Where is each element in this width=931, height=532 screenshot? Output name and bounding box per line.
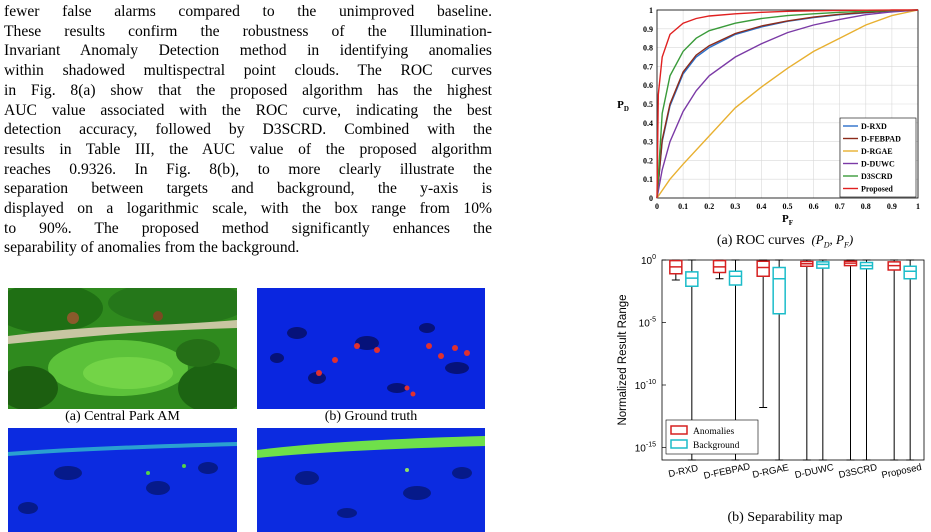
legend-label: D-RGAE xyxy=(861,147,893,156)
central-park-image xyxy=(8,288,237,409)
body-paragraph: fewer false alarms compared to the unimp… xyxy=(4,2,492,258)
y-tick-label: 0.8 xyxy=(643,44,653,53)
y-tick-label: 0.3 xyxy=(643,138,653,147)
fig7-caption-b: (b) Ground truth xyxy=(324,409,418,424)
box-anomalies xyxy=(756,260,770,277)
box-background xyxy=(728,270,743,286)
category-label: D-RXD xyxy=(667,463,699,480)
category-label: D-FEBPAD xyxy=(703,461,752,482)
aerial-photo xyxy=(8,288,237,409)
body-line: in Fig. 8(a) show that the proposed algo… xyxy=(4,81,492,99)
y-tick-exp: -15 xyxy=(646,442,656,449)
ground-truth-image xyxy=(257,288,485,409)
category-label: Proposed xyxy=(881,462,923,481)
separability-chart: 100 10-5 10-10 10-15 Normalized Result Range… xyxy=(617,254,925,482)
detection-map-right xyxy=(257,428,485,532)
y-tick-exp: -5 xyxy=(650,317,656,324)
x-tick-label: 0.6 xyxy=(809,202,819,211)
y-tick-label: 10-15 xyxy=(635,442,656,455)
y-tick-label: 0.6 xyxy=(643,81,653,90)
x-tick-label: 0.8 xyxy=(861,202,871,211)
y-tick-label: 10-5 xyxy=(639,317,656,330)
roc-curve-d-duwc xyxy=(656,9,919,199)
x-tick-label: 0.4 xyxy=(756,202,766,211)
body-line: These results confirm the robustness of … xyxy=(4,22,492,40)
body-line: fewer false alarms compared to the unimp… xyxy=(4,3,492,20)
y-tick-exp: 0 xyxy=(652,254,656,261)
y-axis-label: Normalized Result Range xyxy=(617,294,629,425)
y-tick-label: 0.2 xyxy=(643,156,653,165)
fig8-caption-b: (b) Separability map xyxy=(727,510,843,525)
box-background xyxy=(903,265,917,280)
category-label: D-RGAE xyxy=(751,462,789,480)
y-tick-label: 100 xyxy=(641,254,656,267)
legend-label: D-RXD xyxy=(861,122,887,131)
ground-truth-map xyxy=(257,288,485,409)
body-line: AUC value associated with the ROC curve,… xyxy=(4,101,492,119)
x-axis-label: PF xyxy=(782,213,793,227)
legend-swatch xyxy=(670,425,688,435)
x-tick-label: 0 xyxy=(655,202,659,211)
x-tick-label: 0.1 xyxy=(678,202,688,211)
detection-result-2 xyxy=(257,428,485,532)
y-tick-label: 0.5 xyxy=(643,100,653,109)
body-line: reaches 0.9326. In Fig. 8(b), to more cl… xyxy=(4,160,492,178)
box-background xyxy=(685,271,699,287)
category-label: D3SCRD xyxy=(838,462,879,481)
y-tick-label: 10-10 xyxy=(635,379,656,392)
plot-frame xyxy=(661,259,925,461)
roc-chart: 0 0.1 0.2 0.3 0.4 0.5 0.6 0.7 0.8 0.9 1 0 0.1 0.2 0.3 0… xyxy=(617,6,920,227)
fig7-caption-a: (a) Central Park AM xyxy=(65,409,180,424)
fig8-caption-a-math: (PD, PF) xyxy=(808,232,854,250)
legend-label: D3SCRD xyxy=(861,172,893,181)
x-axis-label-sub: F xyxy=(789,219,793,227)
fig8-caption-a-text: (a) ROC curves xyxy=(716,233,805,248)
roc-curve-d3scrd xyxy=(656,9,919,199)
roc-curve-proposed xyxy=(656,9,918,199)
y-tick-label: 0.4 xyxy=(643,119,653,128)
y-tick-label: 1 xyxy=(649,6,653,15)
legend-label: D-FEBPAD xyxy=(861,135,901,144)
y-tick-label: 0.1 xyxy=(643,175,653,184)
y-tick-label: 0.9 xyxy=(643,25,653,34)
legend-swatch xyxy=(670,439,688,449)
x-tick-label: 0.5 xyxy=(783,202,793,211)
x-tick-label: 0.2 xyxy=(704,202,714,211)
body-line: displayed on a logarithmic scale, with t… xyxy=(4,200,492,218)
x-tick-label: 0.3 xyxy=(730,202,740,211)
detection-map-left xyxy=(8,428,237,532)
legend-label: Proposed xyxy=(861,185,893,194)
body-line: separability of anomalies from the backg… xyxy=(4,239,300,257)
plot-frame xyxy=(656,9,919,199)
detection-result-1 xyxy=(8,428,237,532)
body-line: within shadowed multispectral point clou… xyxy=(4,62,492,80)
roc-curve-d-febpad xyxy=(656,9,919,199)
body-line: to 90%. The proposed method significantl… xyxy=(4,219,492,237)
y-tick-exp: -10 xyxy=(646,379,656,386)
legend-label: D-DUWC xyxy=(861,160,895,169)
y-tick-label: 0 xyxy=(649,194,653,203)
y-axis-label-sub: D xyxy=(624,105,629,113)
x-tick-label: 0.7 xyxy=(835,202,845,211)
body-line: Invariant Anomaly Detection method in id… xyxy=(4,42,492,60)
x-tick-label: 0.9 xyxy=(887,202,897,211)
legend-label: Anomalies xyxy=(693,427,734,437)
roc-curve-d-rgae xyxy=(656,9,919,199)
body-line: detection accuracy, followed by D3SCRD. … xyxy=(4,121,492,139)
body-line: separation between targets and backgroun… xyxy=(4,180,492,198)
legend-label: Background xyxy=(693,441,740,451)
fig8-caption-a: (a) ROC curves (PD, PF) xyxy=(640,232,930,250)
x-tick-label: 1 xyxy=(916,202,920,211)
y-tick-label: 0.7 xyxy=(643,62,653,71)
body-line: results in Table III, the AUC value of t… xyxy=(4,140,492,158)
y-axis-label: PD xyxy=(617,99,629,113)
box-background xyxy=(772,266,786,315)
legend-box xyxy=(839,117,917,198)
category-label: D-DUWC xyxy=(794,462,835,481)
